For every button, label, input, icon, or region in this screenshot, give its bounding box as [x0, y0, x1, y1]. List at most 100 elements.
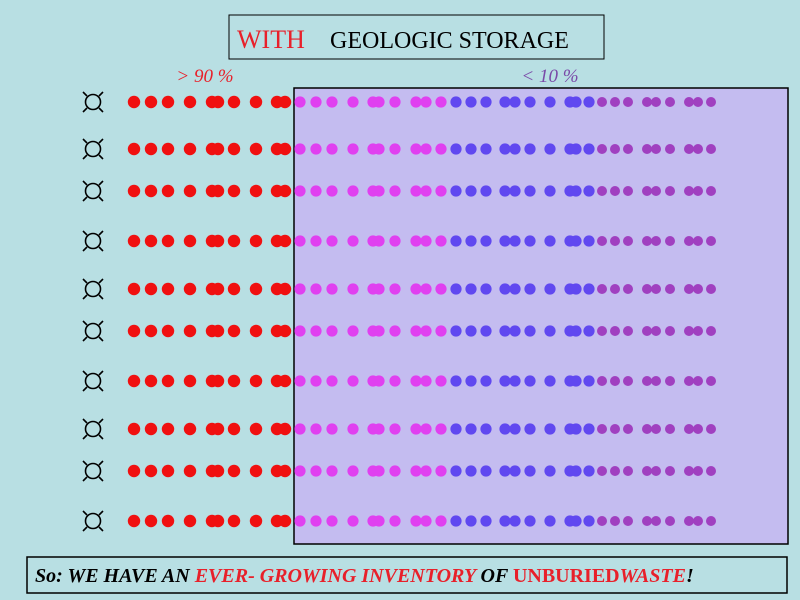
waste-dot [183, 464, 197, 478]
waste-dot [480, 465, 492, 477]
waste-dot [161, 374, 175, 388]
waste-dot [161, 422, 175, 436]
icon-tick [98, 386, 104, 392]
waste-dot [499, 235, 511, 247]
waste-dot [583, 423, 595, 435]
waste-dot [651, 326, 661, 336]
waste-dot [524, 515, 536, 527]
waste-dot [127, 95, 141, 109]
waste-dot [410, 465, 422, 477]
icon-tick [98, 196, 104, 202]
waste-dot [570, 325, 582, 337]
left-label: > 90 % [176, 66, 233, 87]
waste-dot [642, 466, 652, 476]
icon-tick [82, 370, 88, 376]
waste-dot [570, 96, 582, 108]
waste-dot [706, 284, 716, 294]
waste-dot [509, 283, 521, 295]
waste-dot [480, 423, 492, 435]
waste-dot [249, 324, 263, 338]
container-icon [84, 182, 102, 200]
waste-dot [583, 465, 595, 477]
waste-dot [389, 96, 401, 108]
icon-tick [98, 294, 104, 300]
waste-dot [389, 185, 401, 197]
waste-dot [665, 284, 675, 294]
icon-tick [98, 107, 104, 113]
waste-dot [450, 515, 462, 527]
waste-dot [278, 422, 292, 436]
waste-dot [127, 374, 141, 388]
waste-dot [435, 96, 447, 108]
waste-dot [183, 142, 197, 156]
waste-dot [144, 422, 158, 436]
waste-dot [161, 95, 175, 109]
container-icon [84, 462, 102, 480]
waste-dot [278, 184, 292, 198]
waste-dot [420, 375, 432, 387]
waste-dot [651, 284, 661, 294]
waste-dot [161, 514, 175, 528]
icon-tick [82, 418, 88, 424]
waste-dot [435, 143, 447, 155]
waste-dot [651, 236, 661, 246]
waste-dot [161, 282, 175, 296]
waste-dot [410, 283, 422, 295]
icon-tick [82, 476, 88, 482]
waste-dot [684, 516, 694, 526]
waste-dot [465, 235, 477, 247]
waste-dot [144, 282, 158, 296]
footer-part: OF [481, 565, 509, 587]
waste-dot [509, 465, 521, 477]
icon-tick [98, 510, 104, 516]
waste-dot [499, 96, 511, 108]
waste-dot [278, 234, 292, 248]
waste-dot [610, 236, 620, 246]
waste-dot [410, 423, 422, 435]
storage-box [293, 87, 789, 545]
icon-tick [98, 526, 104, 532]
waste-dot [420, 235, 432, 247]
waste-dot [326, 325, 338, 337]
waste-dot [227, 142, 241, 156]
waste-dot [706, 144, 716, 154]
icon-tick [82, 386, 88, 392]
waste-dot [450, 235, 462, 247]
waste-dot [693, 326, 703, 336]
footer-part: UNBURIED [513, 565, 620, 587]
footer-box [26, 556, 788, 594]
waste-dot [310, 235, 322, 247]
waste-dot [389, 423, 401, 435]
waste-dot [570, 465, 582, 477]
icon-tick [82, 510, 88, 516]
waste-dot [706, 186, 716, 196]
waste-dot [389, 465, 401, 477]
waste-dot [347, 515, 359, 527]
waste-dot [583, 283, 595, 295]
waste-dot [642, 516, 652, 526]
waste-dot [651, 376, 661, 386]
waste-dot [623, 284, 633, 294]
waste-dot [623, 236, 633, 246]
waste-dot [278, 324, 292, 338]
waste-dot [465, 96, 477, 108]
waste-dot [623, 97, 633, 107]
waste-dot [480, 96, 492, 108]
waste-dot [499, 423, 511, 435]
waste-dot [544, 423, 556, 435]
waste-dot [144, 324, 158, 338]
waste-dot [570, 185, 582, 197]
waste-dot [684, 186, 694, 196]
waste-dot [389, 515, 401, 527]
waste-dot [642, 376, 652, 386]
waste-dot [642, 236, 652, 246]
waste-dot [326, 143, 338, 155]
waste-dot [480, 325, 492, 337]
waste-dot [227, 184, 241, 198]
waste-dot [524, 465, 536, 477]
waste-dot [597, 466, 607, 476]
waste-dot [389, 235, 401, 247]
waste-dot [623, 466, 633, 476]
waste-dot [642, 186, 652, 196]
waste-dot [420, 515, 432, 527]
